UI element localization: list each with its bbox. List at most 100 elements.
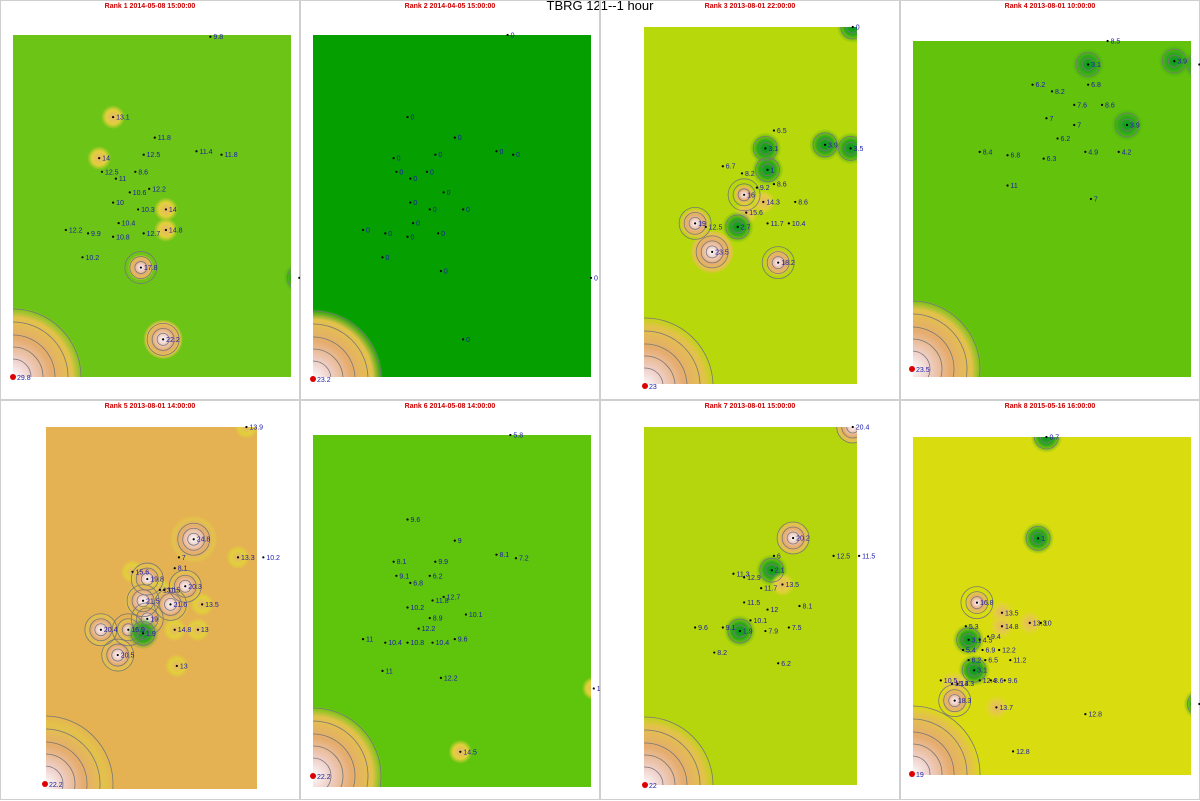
station-label: 20.4 [856, 425, 870, 432]
map-panel: Rank 4 2013-08-01 10:00:008.53.913.16.26… [900, 0, 1200, 400]
contour-line [766, 251, 790, 275]
station-marker [1100, 103, 1104, 106]
station-label: 4.9 [1088, 149, 1098, 156]
contour-line [705, 245, 719, 259]
contour-line [786, 531, 800, 545]
station-marker [148, 187, 151, 190]
contour-line [126, 584, 160, 618]
station-label: 11.5 [747, 600, 760, 607]
contour-line [755, 157, 780, 183]
station-marker [721, 626, 724, 629]
station-label: 14.3 [766, 199, 780, 206]
contour-line [177, 522, 211, 556]
station-marker [392, 157, 395, 160]
station-marker [1000, 611, 1004, 614]
station-label: 0 [458, 135, 462, 142]
station-marker [111, 115, 115, 119]
reference-hotspot [313, 309, 383, 377]
station-marker [981, 648, 984, 652]
station-marker [787, 222, 790, 225]
station-marker [1045, 435, 1048, 439]
contour-line [761, 163, 774, 177]
station-marker [514, 557, 518, 560]
station-marker [760, 587, 763, 590]
station-marker [442, 595, 445, 599]
station-marker [381, 669, 384, 672]
station-marker [745, 211, 748, 214]
map-background [313, 35, 591, 377]
station-marker [772, 182, 776, 186]
contour-line [943, 689, 967, 713]
contour-line [771, 256, 785, 270]
station-marker [395, 574, 398, 577]
station-label: 12.5 [709, 224, 723, 231]
station-label: 6.5 [777, 128, 787, 135]
contour-line [129, 256, 153, 279]
station-marker [823, 143, 827, 146]
station-marker [177, 556, 181, 559]
station-marker [967, 638, 970, 641]
station-marker [100, 170, 104, 173]
station-label: 14.8 [178, 627, 192, 634]
contour-line [1186, 55, 1191, 74]
station-label: 13.7 [999, 705, 1013, 712]
contour-line [286, 268, 291, 287]
station-marker [361, 638, 365, 641]
station-label: 12.2 [69, 227, 83, 234]
station-marker [832, 554, 835, 557]
station-label: 6.8 [1091, 82, 1101, 89]
contour-line [46, 765, 64, 789]
station-label: 11 [1011, 183, 1018, 190]
station-marker [464, 613, 467, 616]
station-label: 0 [433, 207, 437, 214]
station-marker [462, 208, 465, 211]
station-marker [175, 664, 178, 668]
station-label: 0 [411, 234, 415, 241]
reference-gauge-label: 23.5 [916, 367, 930, 374]
station-marker [950, 682, 954, 685]
station-label: 0 [856, 25, 860, 32]
map-panel: Rank 5 2013-08-01 14:00:00 13.9 24.8 13.3 10… [0, 400, 300, 800]
station-marker [766, 608, 769, 611]
station-marker [1087, 63, 1090, 66]
contour-line [1167, 54, 1181, 68]
station-marker [262, 556, 265, 559]
reference-gauge-marker [642, 383, 648, 389]
station-marker [453, 539, 456, 542]
contour-line [111, 648, 125, 662]
contour-line [840, 27, 857, 40]
reference-hotspot [913, 299, 982, 377]
contour-line [135, 607, 159, 631]
panel-title: Rank 6 2014-05-08 14:00:00 [404, 403, 496, 410]
station-marker [939, 679, 942, 682]
contour-line [46, 715, 114, 789]
station-marker [967, 658, 970, 662]
station-marker [117, 222, 120, 225]
station-label: 11.5 [862, 553, 875, 560]
station-marker [766, 222, 769, 225]
station-label: 0 [516, 152, 520, 159]
station-label: 11 [366, 637, 373, 644]
station-label: 14.8 [1005, 624, 1019, 631]
station-marker [158, 588, 162, 591]
contour-line [962, 633, 975, 647]
station-label: 13.9 [249, 425, 263, 432]
contour-line [1186, 694, 1191, 714]
contour-line [313, 707, 382, 787]
station-label: 6.2 [433, 573, 443, 580]
station-label: 0 [386, 255, 390, 262]
contour-line [136, 594, 150, 608]
contour-line [913, 313, 968, 377]
station-label: 7 [1049, 116, 1053, 123]
panel-title: Rank 7 2013-08-01 15:00:00 [704, 403, 796, 410]
station-marker [1006, 154, 1009, 157]
contour-line [776, 521, 810, 555]
station-label: 3.1 [972, 637, 982, 644]
contour-line [313, 720, 369, 787]
station-marker [495, 150, 498, 153]
station-marker [459, 750, 462, 753]
station-label: 13.5 [785, 582, 799, 589]
station-label: 7.2 [519, 556, 529, 563]
station-label: 6.9 [986, 647, 996, 654]
contour-line [313, 757, 332, 787]
